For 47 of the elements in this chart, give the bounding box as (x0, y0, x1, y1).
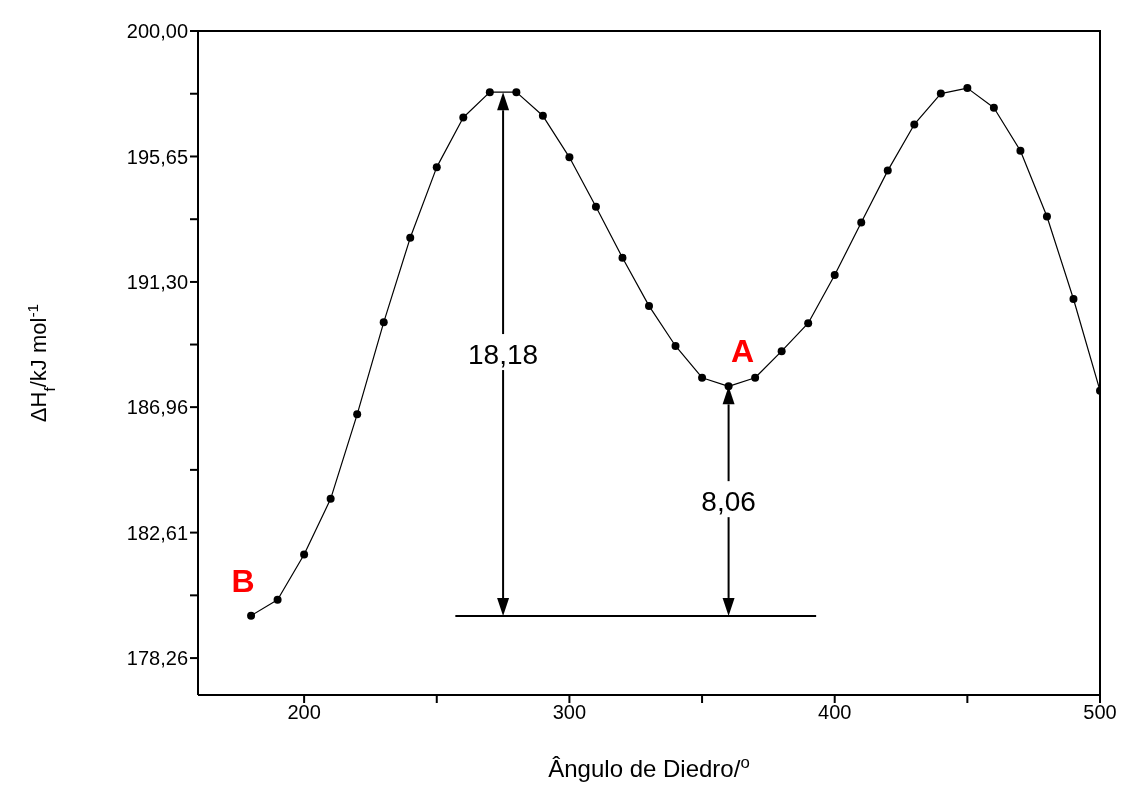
point (724, 382, 733, 391)
y-tick-label: 191,30 (126, 271, 188, 294)
point (751, 373, 760, 382)
y-tick-label: 200,00 (126, 20, 188, 43)
point (857, 218, 866, 227)
point (432, 163, 441, 172)
point (1069, 294, 1078, 303)
point (963, 84, 972, 93)
point (485, 88, 494, 97)
annotation: B (231, 562, 255, 599)
point (247, 611, 256, 620)
point (883, 166, 892, 175)
point (830, 271, 839, 280)
point (591, 202, 600, 211)
point (645, 301, 653, 310)
point (300, 550, 309, 559)
point (379, 318, 388, 327)
point (353, 410, 362, 419)
y-tick-label: 186,96 (126, 396, 188, 419)
y-tick-label: 178,26 (126, 647, 188, 670)
point (936, 89, 945, 98)
y-tick-label: 195,65 (126, 145, 188, 168)
point (565, 153, 574, 162)
point (512, 88, 521, 97)
point (804, 319, 813, 328)
point (910, 120, 919, 129)
point (777, 347, 786, 356)
point (1042, 212, 1051, 221)
x-tick-label: 500 (1083, 701, 1117, 724)
annotation: A (731, 333, 755, 370)
point (1016, 146, 1025, 155)
y-tick-label: 182,61 (126, 521, 188, 544)
point (406, 233, 415, 242)
x-tick-label: 400 (818, 701, 852, 724)
point (538, 111, 547, 120)
x-tick-label: 300 (552, 701, 587, 724)
point (698, 373, 707, 382)
point (273, 595, 282, 604)
annotation: 8,06 (701, 486, 756, 518)
point (671, 341, 680, 350)
point (326, 494, 335, 503)
x-axis-title: Ângulo de Diedro/$^{o}$ (548, 752, 750, 782)
point (618, 253, 627, 262)
annotation: 18,18 (468, 339, 539, 371)
x-tick-label: 200 (287, 701, 321, 724)
point (989, 103, 998, 112)
point (459, 113, 468, 122)
